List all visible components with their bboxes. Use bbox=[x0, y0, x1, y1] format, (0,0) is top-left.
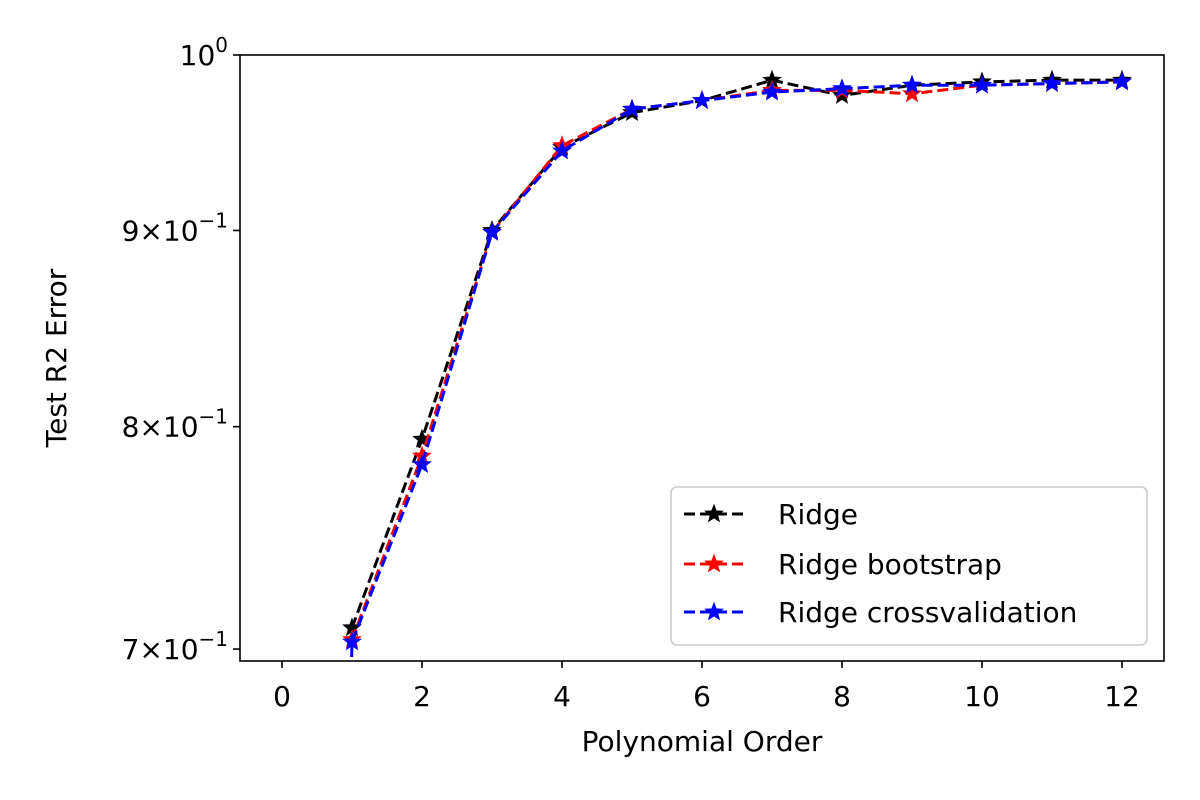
y-tick-label: 7×10−1 bbox=[122, 627, 228, 666]
legend-entry: Ridge crossvalidation bbox=[684, 596, 1077, 629]
y-axis: 100 9×10−1 8×10−1 7×10−1 bbox=[122, 33, 240, 666]
x-tick-label: 12 bbox=[1104, 680, 1140, 713]
data-point bbox=[692, 90, 712, 110]
data-point bbox=[1112, 71, 1132, 91]
x-tick-label: 8 bbox=[833, 680, 851, 713]
y-tick-label: 9×10−1 bbox=[122, 208, 228, 247]
legend-marker bbox=[704, 553, 724, 573]
data-point bbox=[972, 74, 992, 94]
data-point bbox=[832, 78, 852, 98]
data-point bbox=[622, 98, 642, 118]
data-point bbox=[902, 83, 922, 103]
x-tick-label: 0 bbox=[273, 680, 291, 713]
data-point bbox=[902, 74, 922, 94]
legend-entry: Ridge bootstrap bbox=[684, 548, 1002, 581]
x-tick-label: 4 bbox=[553, 680, 571, 713]
series-line bbox=[350, 78, 1122, 629]
x-axis: 0 2 4 6 8 10 12 bbox=[273, 661, 1140, 713]
data-point bbox=[552, 140, 572, 160]
y-tick-label: 100 bbox=[180, 33, 228, 72]
x-tick-label: 10 bbox=[964, 680, 1000, 713]
data-point bbox=[482, 221, 502, 241]
legend-label: Ridge bootstrap bbox=[778, 548, 1002, 581]
x-tick-label: 6 bbox=[693, 680, 711, 713]
data-point bbox=[412, 454, 432, 473]
data-point bbox=[1042, 73, 1062, 92]
legend: Ridge Ridge bootstrap Ridge crossvalidatio… bbox=[670, 486, 1148, 646]
legend-label: Ridge bbox=[778, 498, 858, 531]
data-point bbox=[762, 81, 782, 101]
y-axis-label: Test R2 Error bbox=[40, 268, 73, 448]
legend-box bbox=[670, 486, 1148, 646]
x-tick-label: 2 bbox=[413, 680, 431, 713]
legend-entry: Ridge bbox=[684, 498, 858, 531]
legend-marker bbox=[704, 601, 724, 621]
legend-label: Ridge crossvalidation bbox=[778, 596, 1077, 629]
series-layer bbox=[342, 69, 1132, 661]
legend-marker bbox=[704, 503, 724, 523]
series-3 bbox=[342, 71, 1132, 661]
y-tick-label: 8×10−1 bbox=[122, 405, 228, 444]
x-axis-label: Polynomial Order bbox=[582, 725, 823, 758]
data-point bbox=[342, 631, 362, 651]
